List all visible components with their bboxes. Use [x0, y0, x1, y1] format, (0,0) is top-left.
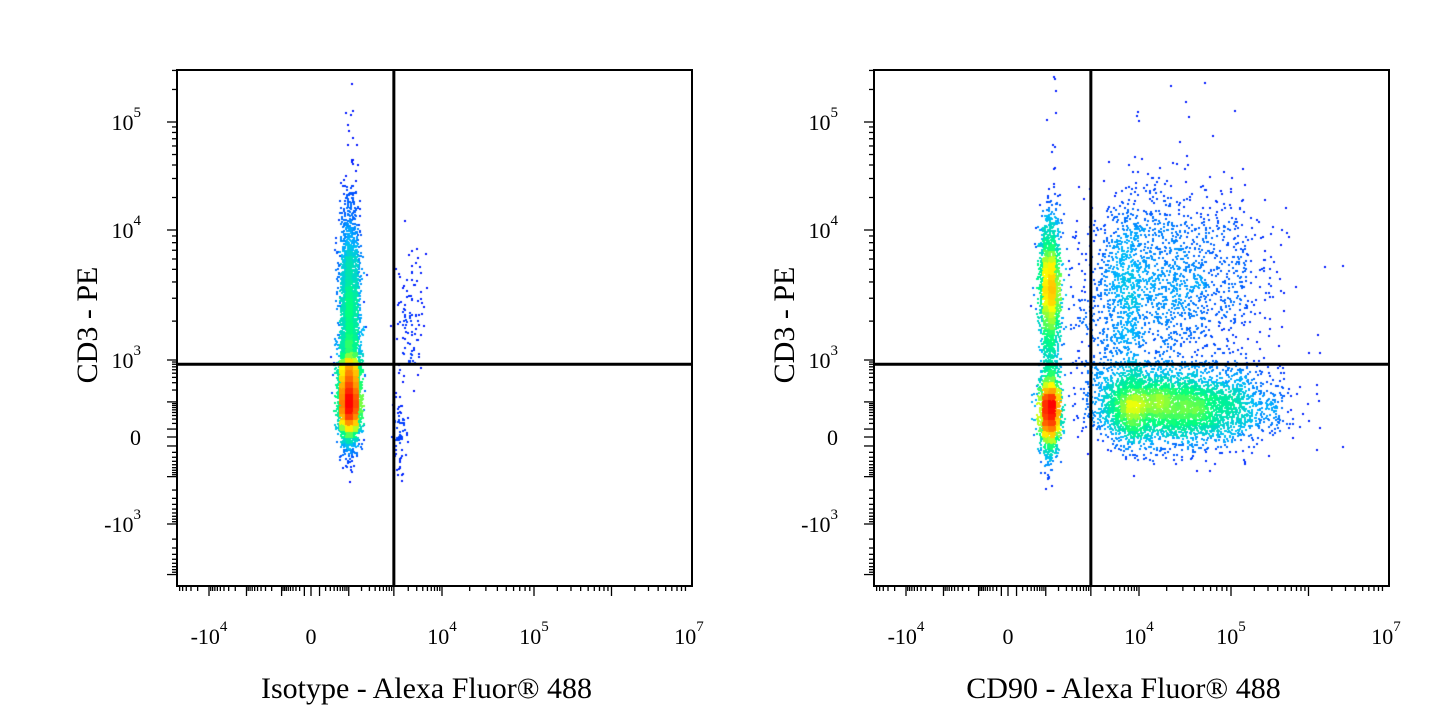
y-tick-label: 105: [809, 105, 839, 135]
x-tick-label: -104: [888, 619, 925, 649]
x-tick-label: 107: [1371, 619, 1401, 649]
y-axis-ticks: [167, 69, 177, 576]
flow-plot-1: -104 0 104 105 107 105 104 103 0 -103 Isotype - Al…: [71, 69, 704, 705]
y-tick-label: 0: [827, 425, 838, 450]
x-axis-label: Isotype - Alexa Fluor® 488: [261, 672, 592, 705]
x-tick-label: 104: [1124, 619, 1154, 649]
y-tick-label: 103: [809, 343, 839, 373]
y-tick-label: 0: [130, 425, 141, 450]
x-tick-label: 105: [1216, 619, 1246, 649]
event-dots: [874, 70, 1389, 586]
x-axis-ticks: [178, 586, 687, 596]
x-tick-label: 0: [1003, 624, 1014, 649]
flow-plot-2: -104 0 104 105 107 105 104 103 0 -103 CD90 - Alexa…: [768, 69, 1401, 705]
x-tick-label: 107: [674, 619, 704, 649]
y-tick-label: -103: [801, 507, 838, 537]
x-tick-label: -104: [191, 619, 228, 649]
event-dots: [177, 70, 692, 586]
x-axis-label: CD90 - Alexa Fluor® 488: [966, 672, 1280, 705]
y-tick-label: 104: [112, 213, 142, 243]
y-tick-label: 104: [809, 213, 839, 243]
x-axis-ticks: [875, 586, 1384, 596]
y-axis-label: CD3 - PE: [71, 267, 104, 384]
y-tick-label: -103: [104, 507, 141, 537]
x-tick-label: 0: [306, 624, 317, 649]
y-tick-label: 103: [112, 343, 142, 373]
x-tick-label: 105: [519, 619, 549, 649]
x-tick-label: 104: [427, 619, 457, 649]
y-tick-label: 105: [112, 105, 142, 135]
y-axis-label: CD3 - PE: [768, 267, 801, 384]
y-axis-ticks: [864, 69, 874, 576]
